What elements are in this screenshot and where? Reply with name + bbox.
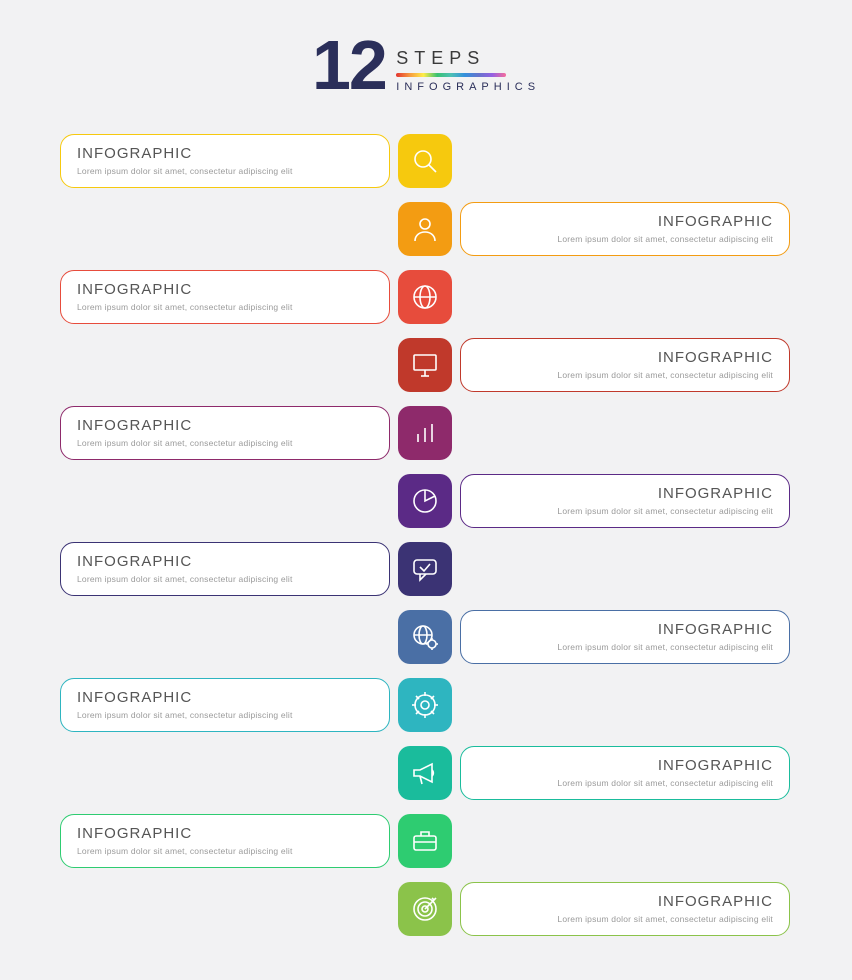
steps-column: INFOGRAPHIC Lorem ipsum dolor sit amet, c… — [0, 130, 852, 946]
step-row-7: INFOGRAPHIC Lorem ipsum dolor sit amet, c… — [0, 538, 852, 606]
step-title: INFOGRAPHIC — [77, 825, 373, 842]
step-row-3: INFOGRAPHIC Lorem ipsum dolor sit amet, c… — [0, 266, 852, 334]
step-row-12: INFOGRAPHIC Lorem ipsum dolor sit amet, c… — [0, 878, 852, 946]
target-icon — [398, 882, 452, 936]
globe-icon — [398, 270, 452, 324]
step-subtitle: Lorem ipsum dolor sit amet, consectetur … — [477, 370, 773, 380]
gear-icon — [398, 678, 452, 732]
step-card-5: INFOGRAPHIC Lorem ipsum dolor sit amet, c… — [60, 406, 390, 460]
step-card-12: INFOGRAPHIC Lorem ipsum dolor sit amet, c… — [460, 882, 790, 936]
bars-icon — [398, 406, 452, 460]
step-row-9: INFOGRAPHIC Lorem ipsum dolor sit amet, c… — [0, 674, 852, 742]
step-subtitle: Lorem ipsum dolor sit amet, consectetur … — [477, 914, 773, 924]
header-number: 12 — [312, 30, 386, 100]
step-subtitle: Lorem ipsum dolor sit amet, consectetur … — [77, 574, 373, 584]
step-card-11: INFOGRAPHIC Lorem ipsum dolor sit amet, c… — [60, 814, 390, 868]
step-title: INFOGRAPHIC — [477, 757, 773, 774]
step-card-8: INFOGRAPHIC Lorem ipsum dolor sit amet, c… — [460, 610, 790, 664]
step-row-8: INFOGRAPHIC Lorem ipsum dolor sit amet, c… — [0, 606, 852, 674]
monitor-icon — [398, 338, 452, 392]
header-sub: INFOGRAPHICS — [396, 81, 540, 93]
header-rainbow — [396, 73, 506, 77]
step-row-1: INFOGRAPHIC Lorem ipsum dolor sit amet, c… — [0, 130, 852, 198]
step-row-2: INFOGRAPHIC Lorem ipsum dolor sit amet, c… — [0, 198, 852, 266]
step-card-7: INFOGRAPHIC Lorem ipsum dolor sit amet, c… — [60, 542, 390, 596]
step-subtitle: Lorem ipsum dolor sit amet, consectetur … — [77, 710, 373, 720]
step-subtitle: Lorem ipsum dolor sit amet, consectetur … — [77, 166, 373, 176]
step-card-3: INFOGRAPHIC Lorem ipsum dolor sit amet, c… — [60, 270, 390, 324]
search-icon — [398, 134, 452, 188]
step-subtitle: Lorem ipsum dolor sit amet, consectetur … — [77, 302, 373, 312]
header: 12 STEPS INFOGRAPHICS — [0, 0, 852, 110]
step-subtitle: Lorem ipsum dolor sit amet, consectetur … — [77, 438, 373, 448]
megaphone-icon — [398, 746, 452, 800]
step-title: INFOGRAPHIC — [477, 213, 773, 230]
chat-icon — [398, 542, 452, 596]
header-steps: STEPS — [396, 48, 540, 69]
step-row-6: INFOGRAPHIC Lorem ipsum dolor sit amet, c… — [0, 470, 852, 538]
step-subtitle: Lorem ipsum dolor sit amet, consectetur … — [77, 846, 373, 856]
step-title: INFOGRAPHIC — [77, 145, 373, 162]
step-subtitle: Lorem ipsum dolor sit amet, consectetur … — [477, 506, 773, 516]
step-title: INFOGRAPHIC — [477, 621, 773, 638]
pie-icon — [398, 474, 452, 528]
step-title: INFOGRAPHIC — [77, 417, 373, 434]
step-row-10: INFOGRAPHIC Lorem ipsum dolor sit amet, c… — [0, 742, 852, 810]
step-title: INFOGRAPHIC — [477, 893, 773, 910]
step-row-4: INFOGRAPHIC Lorem ipsum dolor sit amet, c… — [0, 334, 852, 402]
step-card-1: INFOGRAPHIC Lorem ipsum dolor sit amet, c… — [60, 134, 390, 188]
briefcase-icon — [398, 814, 452, 868]
user-icon — [398, 202, 452, 256]
step-card-2: INFOGRAPHIC Lorem ipsum dolor sit amet, c… — [460, 202, 790, 256]
step-title: INFOGRAPHIC — [477, 485, 773, 502]
step-card-4: INFOGRAPHIC Lorem ipsum dolor sit amet, c… — [460, 338, 790, 392]
step-subtitle: Lorem ipsum dolor sit amet, consectetur … — [477, 642, 773, 652]
step-subtitle: Lorem ipsum dolor sit amet, consectetur … — [477, 778, 773, 788]
globe-gear-icon — [398, 610, 452, 664]
step-card-6: INFOGRAPHIC Lorem ipsum dolor sit amet, c… — [460, 474, 790, 528]
step-title: INFOGRAPHIC — [477, 349, 773, 366]
step-title: INFOGRAPHIC — [77, 281, 373, 298]
step-title: INFOGRAPHIC — [77, 689, 373, 706]
step-card-9: INFOGRAPHIC Lorem ipsum dolor sit amet, c… — [60, 678, 390, 732]
step-title: INFOGRAPHIC — [77, 553, 373, 570]
step-row-5: INFOGRAPHIC Lorem ipsum dolor sit amet, c… — [0, 402, 852, 470]
step-subtitle: Lorem ipsum dolor sit amet, consectetur … — [477, 234, 773, 244]
step-row-11: INFOGRAPHIC Lorem ipsum dolor sit amet, c… — [0, 810, 852, 878]
step-card-10: INFOGRAPHIC Lorem ipsum dolor sit amet, c… — [460, 746, 790, 800]
